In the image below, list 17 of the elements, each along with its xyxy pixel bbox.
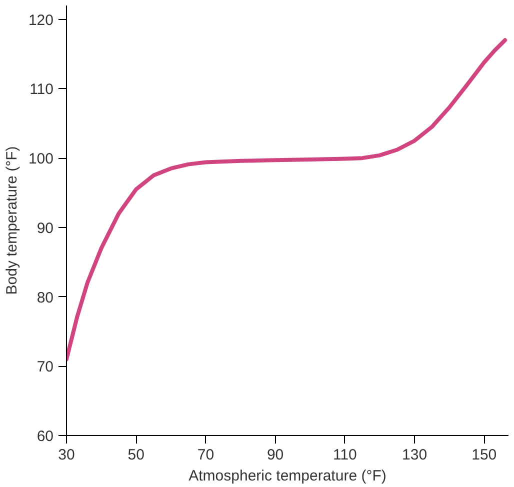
x-tick-label: 90: [266, 446, 284, 464]
y-tick-label: 110: [30, 81, 54, 98]
y-tick-label: 60: [36, 428, 54, 445]
y-tick-label: 90: [36, 220, 54, 237]
line-series: [66, 38, 508, 362]
y-tick-label: 70: [36, 358, 54, 376]
y-tick-label: 120: [28, 12, 54, 29]
y-tick-label: 80: [36, 289, 54, 306]
x-tick-label: 130: [402, 446, 428, 464]
x-axis-title: Atmospheric temperature (°F): [188, 468, 386, 484]
x-tick-label: 50: [128, 446, 144, 464]
y-tick-label: 100: [28, 150, 54, 168]
x-tick-label: 110: [332, 446, 357, 464]
x-tick-label: 150: [472, 446, 497, 464]
x-tick-label: 30: [58, 446, 75, 464]
x-tick-label: 70: [197, 446, 214, 464]
y-axis-title: Body temperature (°F): [3, 146, 20, 295]
